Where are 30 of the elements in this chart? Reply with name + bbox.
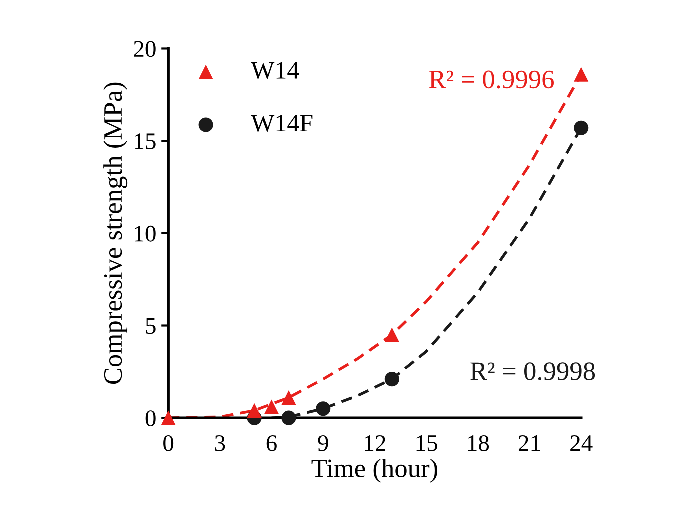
x-tick-label: 24 bbox=[570, 436, 593, 452]
annotation: R² = 0.9996 bbox=[429, 70, 554, 89]
point bbox=[574, 67, 589, 82]
point bbox=[282, 410, 296, 426]
point bbox=[384, 328, 400, 342]
y-axis-title: Compressive strength (MPa) bbox=[104, 82, 128, 384]
legend-label: W14F bbox=[251, 115, 313, 132]
x-axis-title: Time (hour) bbox=[312, 458, 438, 483]
x-tick-label: 21 bbox=[518, 436, 540, 452]
y-tick-label: 20 bbox=[134, 41, 156, 58]
x-tick-label: 18 bbox=[468, 435, 490, 452]
x-tick-label: 6 bbox=[266, 436, 277, 452]
point bbox=[264, 400, 280, 414]
point bbox=[574, 120, 589, 136]
y-tick-label: 5 bbox=[146, 318, 156, 334]
point bbox=[316, 402, 331, 416]
x-tick-label: 9 bbox=[318, 436, 328, 452]
point bbox=[161, 410, 176, 426]
y-tick-label: 0 bbox=[146, 410, 156, 427]
x-tick-label: 0 bbox=[164, 435, 174, 452]
legend-label: W14 bbox=[251, 62, 300, 80]
point bbox=[384, 372, 400, 387]
annotation: R² = 0.9998 bbox=[470, 362, 596, 380]
point bbox=[247, 403, 262, 418]
x-tick-label: 12 bbox=[365, 436, 386, 452]
y-tick-label: 15 bbox=[135, 134, 156, 150]
point bbox=[282, 390, 296, 406]
x-tick-label: 3 bbox=[215, 436, 226, 452]
y-tick-label: 10 bbox=[135, 226, 156, 242]
x-tick-label: 15 bbox=[416, 436, 438, 452]
